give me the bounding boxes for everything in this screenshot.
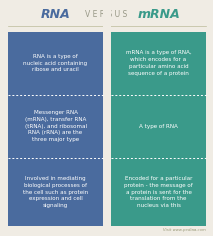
Text: mRNA is a type of RNA,
which encodes for a
particular amino acid
sequence of a p: mRNA is a type of RNA, which encodes for… (126, 51, 191, 76)
Text: A type of RNA: A type of RNA (139, 124, 178, 129)
Text: mRNA: mRNA (137, 8, 180, 21)
FancyBboxPatch shape (111, 158, 206, 227)
Text: V E R S U S: V E R S U S (85, 10, 128, 19)
Text: Encoded for a particular
protein - the message of
a protein is sent for the
tran: Encoded for a particular protein - the m… (124, 176, 193, 208)
FancyBboxPatch shape (8, 95, 103, 158)
FancyBboxPatch shape (8, 32, 103, 95)
FancyBboxPatch shape (111, 95, 206, 158)
Text: RNA: RNA (41, 8, 70, 21)
Text: Messenger RNA
(mRNA), transfer RNA
(tRNA), and ribosomal
RNA (rRNA) are the
thre: Messenger RNA (mRNA), transfer RNA (tRNA… (24, 110, 86, 142)
FancyBboxPatch shape (8, 158, 103, 227)
FancyBboxPatch shape (111, 32, 206, 95)
Bar (103, 1, 111, 235)
Text: RNA is a type of
nucleic acid containing
ribose and uracil: RNA is a type of nucleic acid containing… (23, 54, 88, 72)
Text: Involved in mediating
biological processes of
the cell such as protein
expressio: Involved in mediating biological process… (23, 176, 88, 208)
Text: Visit www.pediaa.com: Visit www.pediaa.com (163, 228, 205, 232)
